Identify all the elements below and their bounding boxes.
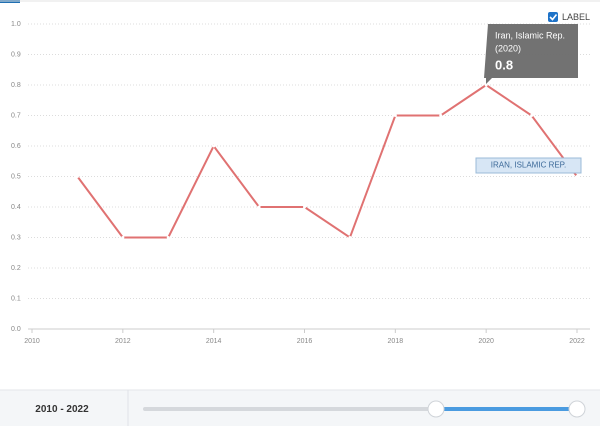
y-tick-label: 0.7	[11, 112, 21, 119]
data-point	[75, 175, 79, 178]
data-point	[484, 83, 488, 87]
x-tick-label: 2014	[206, 338, 222, 345]
y-tick-label: 0.1	[11, 295, 21, 302]
data-point	[121, 236, 125, 239]
data-point	[393, 114, 397, 117]
data-point	[166, 236, 170, 239]
data-point	[530, 114, 534, 117]
data-point	[348, 236, 352, 239]
y-tick-label: 0.9	[11, 51, 21, 58]
line-label: IRAN, ISLAMIC REP.	[491, 161, 566, 170]
slider-handle-start[interactable]	[427, 400, 445, 418]
y-tick-label: 0.8	[11, 82, 21, 89]
data-point	[257, 205, 261, 209]
slider-handle-end[interactable]	[568, 400, 586, 418]
line-label-box	[475, 157, 582, 174]
label-toggle[interactable]: LABEL	[562, 12, 590, 22]
y-tick-label: 0.0	[11, 326, 21, 333]
y-tick-label: 0.4	[11, 204, 21, 211]
tooltip-value: 0.8	[495, 57, 513, 72]
x-tick-label: 2022	[569, 338, 585, 345]
data-point	[439, 114, 443, 117]
y-tick-label: 0.6	[11, 143, 21, 150]
x-tick-label: 2010	[24, 338, 40, 345]
data-point	[212, 144, 216, 148]
range-label: 2010 - 2022	[35, 404, 89, 415]
y-tick-label: 0.5	[11, 173, 21, 180]
data-point	[303, 205, 306, 209]
x-tick-label: 2018	[388, 338, 404, 345]
y-tick-label: 1.0	[11, 21, 21, 28]
plot: 0.0 0.1 0.2 0.3 0.4 0.5 0.6 0.7 0.8 0.9 1.0 2010 201…	[11, 21, 590, 345]
data-point	[575, 175, 579, 178]
tooltip-box	[484, 24, 578, 84]
check-icon	[549, 14, 558, 21]
x-tick-label: 2012	[115, 338, 131, 345]
label-checkbox[interactable]	[548, 12, 558, 22]
x-tick-label: 2020	[478, 338, 494, 345]
tooltip-year: (2020)	[495, 43, 521, 53]
x-tick-label: 2016	[297, 338, 313, 345]
data-line	[76, 83, 578, 240]
y-tick-label: 0.3	[11, 234, 21, 241]
y-tick-label: 0.2	[11, 265, 21, 272]
tooltip-title: Iran, Islamic Rep.	[495, 30, 565, 40]
